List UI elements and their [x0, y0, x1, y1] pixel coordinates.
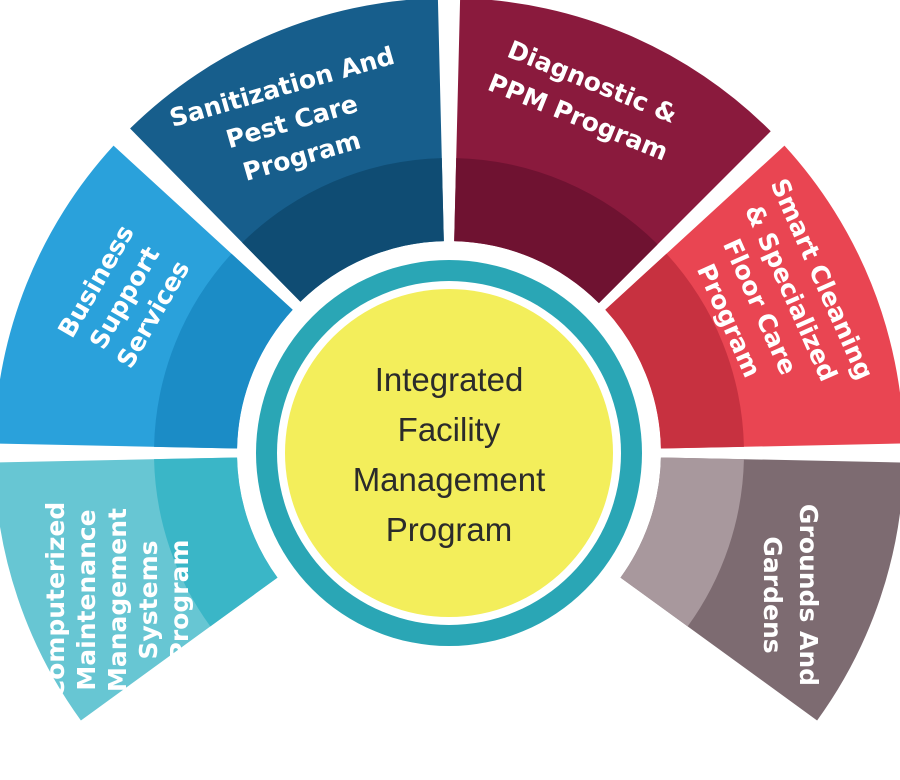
segment-smart-cleaning-inner-band [605, 253, 744, 449]
center-title-line-1: Integrated [375, 361, 524, 398]
segment-computerized-maintenance: ComputerizedMaintenanceManagementSystems… [0, 457, 278, 721]
segment-grounds-gardens-label-line-1: Grounds And [794, 504, 823, 686]
segment-computerized-maintenance-label-line-4: Systems [134, 540, 163, 659]
segment-grounds-gardens-inner-band [620, 457, 744, 627]
segment-computerized-maintenance-inner-band [154, 457, 278, 627]
segment-computerized-maintenance-label-line-2: Maintenance [72, 509, 101, 690]
center-hub: Integrated Facility Management Program [256, 260, 642, 646]
segment-computerized-maintenance-label-line-1: Computerized [41, 502, 70, 698]
center-circle [285, 289, 613, 617]
center-title-line-2: Facility [398, 411, 501, 448]
segment-grounds-gardens: Grounds AndGardens [620, 457, 900, 721]
segment-smart-cleaning: Smart Cleaning& SpecializedFloor CarePro… [605, 145, 900, 449]
center-title-line-4: Program [386, 511, 513, 548]
segment-sanitization-pest-care: Sanitization AndPest CareProgram [130, 0, 444, 302]
segment-computerized-maintenance-label-line-5: Program [165, 540, 194, 661]
segment-diagnostic-ppm-inner-band [454, 158, 658, 304]
segment-sanitization-pest-care-inner-band [242, 158, 444, 302]
segment-computerized-maintenance-label-line-3: Management [103, 508, 132, 692]
segment-business-support: BusinessSupportServices [0, 145, 293, 449]
segment-business-support-inner-band [154, 253, 293, 449]
segment-diagnostic-ppm: Diagnostic &PPM Program [454, 0, 771, 304]
segment-grounds-gardens-label-line-2: Gardens [758, 536, 787, 653]
center-title-line-3: Management [353, 461, 546, 498]
segments-layer: ComputerizedMaintenanceManagementSystems… [0, 0, 900, 721]
segment-computerized-maintenance-label: ComputerizedMaintenanceManagementSystems… [41, 502, 194, 698]
segment-grounds-gardens-label: Grounds AndGardens [758, 504, 823, 686]
